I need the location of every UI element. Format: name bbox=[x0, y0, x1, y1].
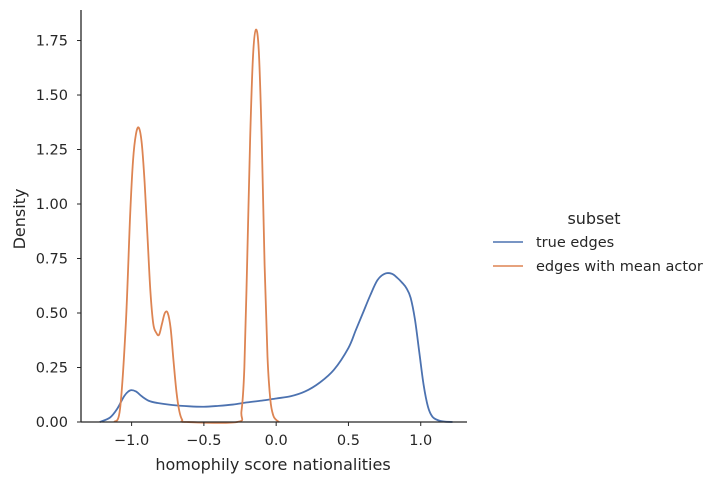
y-tick-label: 1.25 bbox=[36, 143, 68, 159]
x-tick-labels: −1.0 −0.5 0.0 0.5 1.0 bbox=[114, 422, 432, 449]
x-tick-label: 1.0 bbox=[409, 433, 432, 449]
series-line-edges-with-mean-actor bbox=[113, 28, 280, 424]
series-line-true-edges bbox=[99, 272, 453, 423]
y-tick-label: 0.25 bbox=[36, 361, 68, 377]
x-axis-title: homophily score nationalities bbox=[155, 455, 390, 474]
y-tick-label: 0.75 bbox=[36, 252, 68, 268]
y-tick-labels: 0.00 0.25 0.50 0.75 1.00 1.25 1.50 1.75 bbox=[36, 34, 81, 431]
legend-label-edges-with-mean-actor: edges with mean actor bbox=[536, 259, 703, 275]
y-tick-label: 1.75 bbox=[36, 34, 68, 50]
y-axis-title: Density bbox=[10, 189, 29, 250]
y-tick-label: 1.50 bbox=[36, 88, 68, 104]
y-tick-label: 1.00 bbox=[36, 197, 68, 213]
x-tick-label: −1.0 bbox=[114, 433, 149, 449]
series-layer bbox=[99, 28, 453, 424]
y-tick-label: 0.00 bbox=[36, 415, 68, 431]
x-tick-label: 0.0 bbox=[265, 433, 288, 449]
y-tick-label: 0.50 bbox=[36, 306, 68, 322]
legend-label-true-edges: true edges bbox=[536, 235, 614, 251]
legend-title: subset bbox=[567, 209, 620, 228]
x-tick-label: −0.5 bbox=[186, 433, 221, 449]
x-tick-label: 0.5 bbox=[337, 433, 360, 449]
legend: subset true edges edges with mean actor bbox=[493, 209, 703, 275]
